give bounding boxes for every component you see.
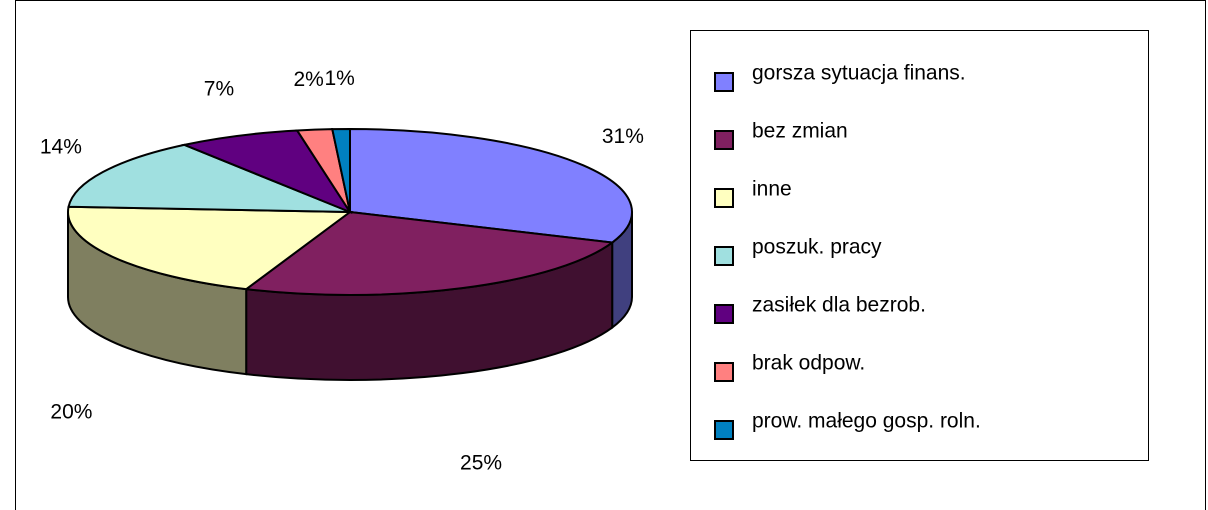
pie-slice [67,205,353,291]
legend-swatch [714,304,734,324]
legend-label: brak odpow. [752,352,865,375]
data-label: 25% [460,451,502,474]
legend-swatch [714,420,734,440]
data-label: 31% [602,125,644,148]
legend-label: bez zmian [752,120,848,143]
data-label: 7% [204,78,234,101]
legend-box [690,30,1149,461]
legend-label: poszuk. pracy [752,236,882,259]
pie-slice [349,127,633,244]
legend-swatch [714,246,734,266]
pie-slice [243,210,615,296]
pie-slice [180,129,353,215]
legend-swatch [714,188,734,208]
legend-swatch [714,362,734,382]
data-label: 2% [293,68,323,91]
data-label: 20% [50,401,92,424]
pie-slice [67,143,351,213]
legend-swatch [714,72,734,92]
legend-label: prow. małego gosp. roln. [752,410,981,433]
legend-label: zasiłek dla bezrob. [752,294,926,317]
legend-label: inne [752,178,792,201]
data-label: 1% [324,67,354,90]
legend-swatch [714,130,734,150]
data-label: 14% [40,136,82,159]
pie-slice [331,127,351,213]
legend-label: gorsza sytuacja finans. [752,62,966,85]
